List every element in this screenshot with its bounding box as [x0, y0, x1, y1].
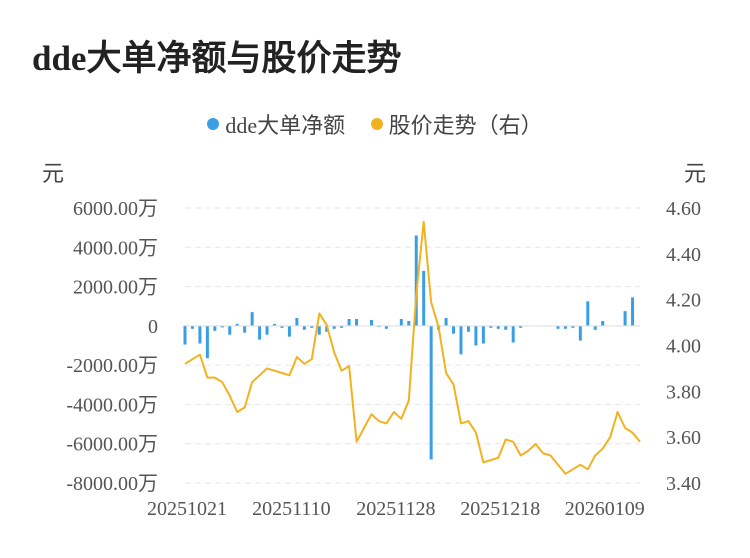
dde-bar	[452, 325, 456, 334]
dde-bar	[280, 325, 284, 328]
dde-bar	[243, 325, 247, 333]
dde-bar	[310, 325, 314, 328]
dde-bar	[407, 320, 411, 326]
legend-dot-blue	[207, 118, 220, 130]
y-left-tick-label: 6000.00万	[73, 198, 158, 220]
dde-bar	[347, 318, 351, 326]
dde-bar	[265, 325, 269, 335]
dde-bar	[228, 325, 232, 335]
dde-bar	[340, 325, 344, 328]
dde-bar	[250, 312, 254, 326]
dde-bar	[631, 297, 635, 326]
dde-bar	[287, 325, 291, 337]
x-tick-label: 20260109	[565, 498, 645, 520]
dde-bar	[422, 270, 426, 326]
dde-bar	[205, 325, 209, 359]
dde-bar	[355, 318, 359, 326]
dde-bar	[489, 325, 493, 328]
dde-bar	[466, 325, 470, 332]
dde-bar	[190, 325, 194, 329]
dde-bar	[496, 325, 500, 329]
x-tick-label: 20251128	[356, 498, 435, 520]
dde-bar	[317, 325, 321, 335]
dde-bar	[474, 325, 478, 346]
legend-label-dde: dde大单净额	[225, 113, 346, 138]
legend-label-price: 股价走势（右）	[388, 113, 543, 138]
dde-bar	[571, 325, 575, 328]
dde-bar	[332, 325, 336, 329]
dde-bar	[302, 325, 306, 330]
dde-bar	[601, 320, 605, 326]
y-right-tick-label: 3.40	[666, 473, 701, 495]
y-left-tick-label: -4000.00万	[66, 394, 158, 416]
legend-item-price[interactable]: 股价走势（右）	[370, 108, 543, 140]
dde-bar	[504, 325, 508, 330]
y-right-tick-label: 4.60	[666, 198, 701, 220]
dde-bar	[519, 325, 523, 328]
dde-bar	[578, 325, 582, 341]
dde-bar	[429, 325, 433, 460]
x-tick-label: 20251110	[252, 498, 331, 520]
dde-bar	[235, 323, 239, 326]
x-tick-label: 20251218	[460, 498, 540, 520]
dde-bar	[258, 325, 262, 340]
chart-legend: dde大单净额 股价走势（右）	[0, 108, 750, 140]
y-right-tick-label: 3.80	[666, 381, 701, 403]
y-left-tick-label: -2000.00万	[66, 355, 158, 377]
y-left-tick-label: 2000.00万	[73, 277, 158, 299]
dde-bar	[586, 301, 590, 326]
x-tick-label: 20251021	[147, 498, 227, 520]
y-left-tick-label: 0	[148, 316, 158, 338]
dde-bar	[369, 319, 373, 326]
y-left-tick-label: -8000.00万	[66, 473, 158, 495]
dde-bar	[220, 325, 224, 328]
dde-bar	[414, 235, 418, 326]
dde-bar	[459, 325, 463, 355]
y-right-tick-label: 3.60	[666, 427, 701, 449]
dde-bar	[295, 318, 299, 326]
y-left-tick-label: -6000.00万	[66, 434, 158, 456]
legend-item-dde[interactable]: dde大单净额	[207, 108, 345, 140]
y-left-tick-label: 4000.00万	[73, 237, 158, 259]
dde-bar	[593, 325, 597, 330]
dde-bar	[511, 325, 515, 343]
y-right-tick-label: 4.40	[666, 244, 701, 266]
dde-bar	[399, 318, 403, 326]
dde-bar	[563, 325, 567, 329]
price-line	[184, 220, 641, 475]
dde-bar	[623, 311, 627, 326]
right-axis-unit: 元	[684, 161, 707, 186]
dde-bar	[273, 323, 277, 326]
chart-title: dde大单净额与股价走势	[32, 39, 402, 78]
dde-bar	[444, 318, 448, 326]
dde-bar	[325, 325, 329, 332]
left-axis-unit: 元	[42, 161, 65, 186]
y-right-tick-label: 4.20	[666, 290, 701, 312]
dde-bar	[384, 325, 388, 329]
dde-bar	[213, 325, 217, 331]
dde-bar	[198, 325, 202, 344]
dde-bar	[556, 325, 560, 329]
dde-bar	[481, 325, 485, 344]
dde-bar	[183, 325, 187, 345]
legend-dot-yellow	[370, 118, 383, 130]
y-right-tick-label: 4.00	[666, 336, 701, 358]
